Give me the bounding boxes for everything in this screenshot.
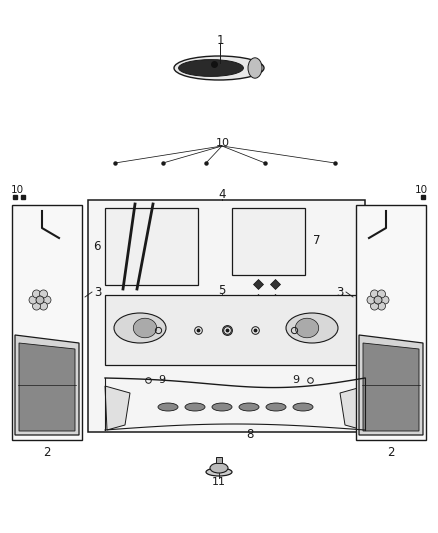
Ellipse shape — [32, 290, 40, 298]
Text: 9: 9 — [293, 375, 300, 385]
Text: 3: 3 — [336, 286, 344, 298]
Text: 2: 2 — [387, 446, 395, 458]
Text: 2: 2 — [43, 446, 51, 458]
Ellipse shape — [158, 403, 178, 411]
Ellipse shape — [114, 313, 166, 343]
Text: 5: 5 — [218, 284, 226, 296]
Ellipse shape — [133, 318, 157, 338]
Text: 10: 10 — [216, 138, 230, 148]
Text: 1: 1 — [216, 34, 224, 46]
Bar — [232, 208, 305, 275]
Ellipse shape — [248, 58, 262, 78]
Text: 10: 10 — [414, 185, 427, 195]
Ellipse shape — [367, 296, 375, 304]
Polygon shape — [254, 295, 264, 304]
Ellipse shape — [43, 296, 51, 304]
Ellipse shape — [371, 290, 378, 298]
Bar — [105, 208, 198, 285]
Ellipse shape — [39, 302, 47, 310]
Ellipse shape — [39, 290, 47, 298]
Bar — [356, 205, 426, 440]
Text: 7: 7 — [313, 235, 321, 247]
Ellipse shape — [32, 302, 40, 310]
Polygon shape — [363, 343, 419, 431]
Ellipse shape — [212, 403, 232, 411]
Ellipse shape — [206, 468, 232, 476]
Ellipse shape — [378, 302, 385, 310]
Ellipse shape — [293, 403, 313, 411]
Polygon shape — [359, 335, 423, 435]
Text: 4: 4 — [218, 189, 226, 201]
Bar — [12, 205, 82, 440]
Bar — [105, 295, 365, 365]
Polygon shape — [19, 343, 75, 431]
Ellipse shape — [239, 403, 259, 411]
Polygon shape — [340, 386, 365, 430]
Ellipse shape — [29, 296, 37, 304]
Polygon shape — [15, 335, 79, 435]
Ellipse shape — [378, 290, 385, 298]
Polygon shape — [105, 386, 130, 430]
Ellipse shape — [36, 296, 44, 304]
Text: 3: 3 — [94, 286, 102, 298]
Polygon shape — [254, 279, 264, 289]
Ellipse shape — [179, 60, 244, 76]
Text: 11: 11 — [212, 477, 226, 487]
Ellipse shape — [371, 302, 378, 310]
Ellipse shape — [374, 296, 382, 304]
Ellipse shape — [286, 313, 338, 343]
Text: 6: 6 — [93, 239, 101, 253]
Ellipse shape — [185, 403, 205, 411]
Bar — [216, 457, 222, 463]
Ellipse shape — [266, 403, 286, 411]
Text: 10: 10 — [11, 185, 24, 195]
Ellipse shape — [210, 463, 228, 473]
Text: 9: 9 — [159, 375, 166, 385]
Ellipse shape — [381, 296, 389, 304]
Ellipse shape — [295, 318, 319, 338]
Ellipse shape — [174, 56, 264, 80]
Polygon shape — [271, 279, 280, 289]
Polygon shape — [271, 295, 280, 304]
Text: 8: 8 — [246, 429, 254, 441]
Bar — [88, 200, 365, 432]
